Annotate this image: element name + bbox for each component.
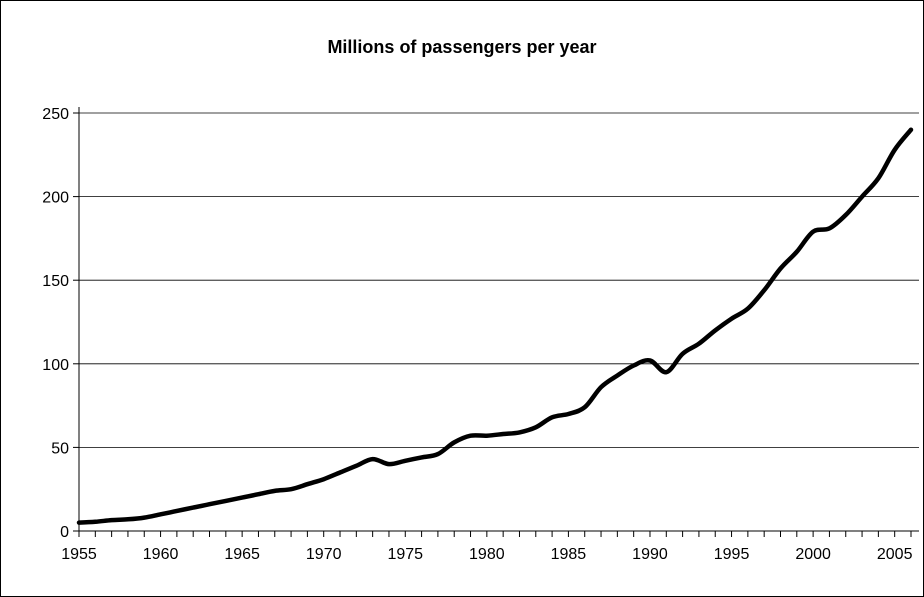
x-tick-label: 1990 xyxy=(632,546,668,563)
x-tick-label: 1965 xyxy=(224,546,260,563)
x-tick-label: 2005 xyxy=(877,546,913,563)
y-tick-label: 250 xyxy=(42,106,69,123)
y-tick-label: 150 xyxy=(42,273,69,290)
y-tick-label: 100 xyxy=(42,357,69,374)
y-tick-label: 0 xyxy=(60,524,69,541)
x-tick-label: 1995 xyxy=(714,546,750,563)
y-tick-label: 50 xyxy=(51,440,69,457)
x-tick-label: 1955 xyxy=(61,546,97,563)
y-tick-label: 200 xyxy=(42,190,69,207)
x-tick-label: 1985 xyxy=(551,546,587,563)
x-tick-label: 1970 xyxy=(306,546,342,563)
x-tick-label: 1980 xyxy=(469,546,505,563)
x-tick-label: 2000 xyxy=(795,546,831,563)
series-line xyxy=(76,127,914,525)
x-tick-label: 1960 xyxy=(143,546,179,563)
x-tick-label: 1975 xyxy=(387,546,423,563)
chart-title: Millions of passengers per year xyxy=(327,37,596,57)
